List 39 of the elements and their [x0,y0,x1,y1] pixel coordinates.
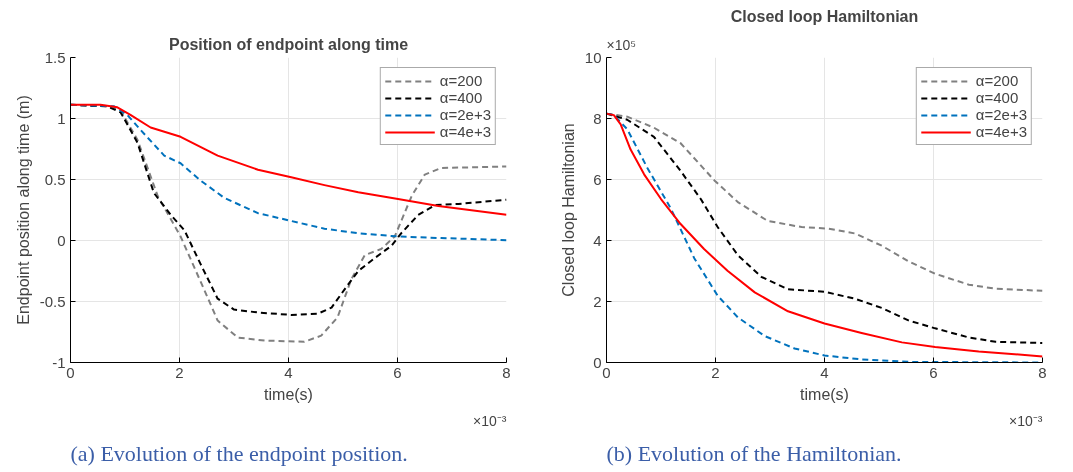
y-axis-title: Closed loop Hamiltonian [559,123,577,297]
y-axis-title: Endpoint position along time (m) [14,95,32,325]
x-tick-label: 2 [175,363,184,381]
legend-label: α=200 [975,72,1019,89]
y-tick-label: 1 [57,109,66,127]
text: ×10⁵ [606,36,637,53]
text: ×10⁻³ [1009,412,1043,429]
y-tick-label: 6 [593,170,602,188]
x-tick-label: 8 [502,363,511,381]
text: ×10⁻³ [473,412,507,429]
x-tick-label: 4 [820,363,829,381]
x-axis-title: time(s) [264,385,313,403]
line-series [70,103,507,216]
text: (a) Evolution of the endpoint position. [70,440,408,466]
legend-label: α=200 [439,72,483,89]
y-tick-label: 8 [593,109,602,127]
x-tick-label: 6 [929,363,938,381]
chart-title: Closed loop Hamiltonian [730,7,919,25]
x-tick-label: 4 [284,363,293,381]
legend-label: α=400 [439,89,483,106]
x-tick-label: 6 [393,363,402,381]
legend-label: α=400 [975,89,1019,106]
legend-label: α=4e+3 [975,123,1027,140]
x-tick-label: 2 [711,363,720,381]
y-tick-label: 2 [593,292,602,310]
x-axis-title: time(s) [800,385,849,403]
legend-label: α=2e+3 [439,106,491,123]
chart-title: Position of endpoint along time [168,35,409,53]
x-tick-label: 8 [1038,363,1047,381]
y-tick-label: 1.5 [44,48,66,66]
y-tick-label: -0.5 [39,292,66,310]
y-tick-label: 4 [593,231,602,249]
text: (b) Evolution of the Hamiltonian. [606,440,902,466]
legend-label: α=2e+3 [975,106,1027,123]
y-tick-label: 0.5 [44,170,66,188]
y-tick-label: -1 [52,353,66,371]
legend-label: α=4e+3 [439,123,491,140]
y-tick-label: 0 [57,231,66,249]
y-tick-label: 10 [584,48,602,66]
